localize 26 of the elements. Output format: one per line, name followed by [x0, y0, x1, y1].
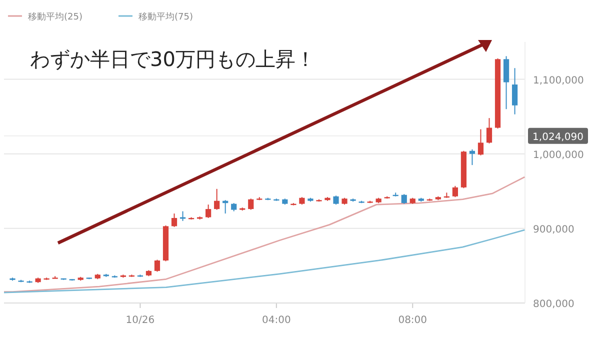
x-tick-label: 08:00 — [398, 315, 428, 326]
candlestick — [154, 259, 160, 272]
candlestick — [512, 68, 518, 115]
candlestick — [401, 194, 407, 204]
legend-label: 移動平均(25) — [28, 12, 82, 22]
candlestick — [248, 198, 254, 210]
y-tick-label: 1,000,000 — [533, 150, 584, 161]
legend-label: 移動平均(75) — [138, 12, 193, 22]
x-tick-label: 10/26 — [126, 315, 155, 326]
candlestick — [180, 210, 186, 222]
candlestick — [486, 118, 492, 144]
candlestick — [469, 148, 476, 166]
ref-line-label: 1,024,090 — [532, 132, 584, 143]
candlestick — [171, 213, 178, 228]
y-tick-label: 1,100,000 — [533, 75, 584, 86]
line-series — [3, 229, 526, 294]
annotation: わずか半日で30万円もの上昇！ — [30, 47, 316, 71]
candlestick — [478, 128, 484, 156]
y-tick-label: 900,000 — [533, 224, 574, 236]
candlestick — [214, 188, 220, 210]
line-series — [3, 176, 526, 293]
x-tick-label: 04:00 — [262, 315, 291, 326]
candlestick — [452, 185, 458, 198]
candlestick — [503, 56, 510, 110]
candlestick — [206, 204, 212, 218]
y-tick-label: 800,000 — [533, 299, 574, 310]
